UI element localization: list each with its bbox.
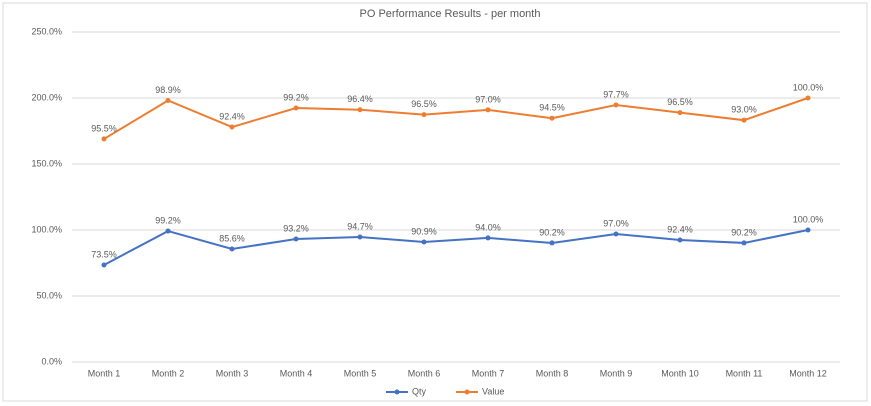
data-label: 90.2% [731, 227, 757, 237]
data-label: 94.7% [347, 221, 373, 231]
point [421, 239, 427, 245]
point [805, 95, 811, 101]
point [485, 107, 491, 113]
data-label: 97.0% [603, 218, 629, 228]
chart-border [2, 2, 868, 402]
point [741, 240, 747, 246]
x-tick-label: Month 1 [88, 368, 121, 378]
point [613, 231, 619, 237]
point [677, 237, 683, 243]
data-label: 92.4% [219, 111, 245, 121]
x-tick-label: Month 8 [536, 368, 569, 378]
data-label: 94.5% [539, 103, 565, 113]
y-tick-label: 250.0% [31, 26, 62, 36]
x-tick-label: Month 12 [789, 368, 827, 378]
x-tick-label: Month 4 [280, 368, 313, 378]
data-label: 73.5% [91, 249, 117, 259]
point [357, 234, 363, 240]
x-tick-label: Month 11 [726, 368, 763, 378]
point [613, 102, 619, 108]
data-label: 98.9% [155, 85, 181, 95]
data-label: 100.0% [793, 82, 824, 92]
point [485, 235, 491, 241]
y-tick-label: 0.0% [41, 356, 62, 366]
point [165, 98, 171, 104]
data-label: 85.6% [219, 233, 245, 243]
data-label: 100.0% [793, 214, 824, 224]
point [549, 115, 555, 121]
point [357, 107, 363, 113]
point [101, 136, 107, 142]
data-label: 94.0% [475, 222, 501, 232]
data-label: 96.5% [411, 99, 437, 109]
legend-marker [394, 389, 400, 395]
point [293, 105, 299, 111]
point [549, 240, 555, 246]
x-tick-label: Month 3 [216, 368, 249, 378]
point [421, 112, 427, 118]
data-label: 99.2% [155, 215, 181, 225]
data-label: 96.4% [347, 94, 373, 104]
data-label: 93.0% [731, 105, 757, 115]
data-label: 97.7% [603, 89, 629, 99]
legend-label: Qty [412, 386, 427, 396]
x-tick-label: Month 5 [344, 368, 377, 378]
point [101, 262, 107, 268]
y-tick-label: 100.0% [31, 224, 62, 234]
x-tick-label: Month 6 [408, 368, 441, 378]
data-label: 90.9% [411, 226, 437, 236]
chart-title: PO Performance Results - per month [360, 8, 541, 20]
series-line [103, 97, 809, 140]
y-tick-label: 50.0% [36, 290, 62, 300]
point [293, 236, 299, 242]
legend-marker [464, 389, 470, 395]
point [677, 110, 683, 116]
y-tick-label: 200.0% [31, 92, 62, 102]
legend-label: Value [482, 386, 504, 396]
data-label: 96.5% [667, 97, 693, 107]
point [165, 228, 171, 234]
point [741, 117, 747, 123]
point [805, 227, 811, 233]
data-label: 90.2% [539, 227, 565, 237]
series-line [103, 229, 809, 266]
data-label: 99.2% [283, 92, 309, 102]
y-tick-label: 150.0% [31, 158, 62, 168]
point [229, 246, 235, 252]
data-label: 92.4% [667, 224, 693, 234]
data-label: 93.2% [283, 223, 309, 233]
x-tick-label: Month 2 [152, 368, 185, 378]
x-tick-label: Month 7 [472, 368, 505, 378]
data-label: 97.0% [475, 94, 501, 104]
data-label: 95.5% [91, 123, 117, 133]
point [229, 124, 235, 130]
x-tick-label: Month 10 [661, 368, 699, 378]
x-tick-label: Month 9 [600, 368, 633, 378]
